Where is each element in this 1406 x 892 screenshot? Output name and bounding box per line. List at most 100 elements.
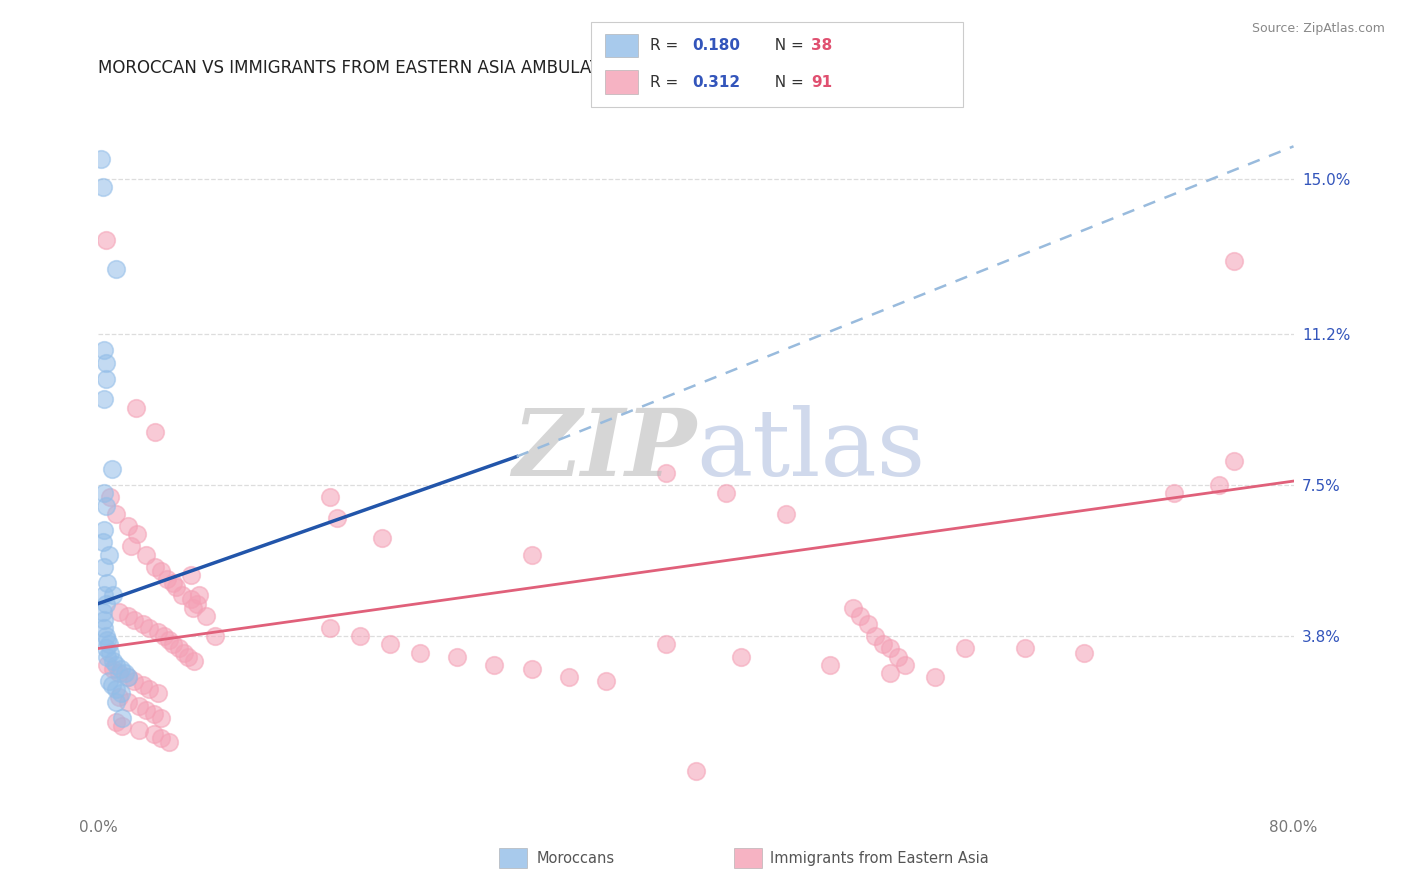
Point xyxy=(150,564,173,578)
Point xyxy=(730,649,752,664)
Point xyxy=(105,714,128,729)
Point xyxy=(157,633,180,648)
Point xyxy=(1163,486,1185,500)
Point xyxy=(105,694,128,708)
Text: 38: 38 xyxy=(811,38,832,53)
Point xyxy=(143,425,166,439)
Point xyxy=(103,654,125,668)
Point xyxy=(1208,478,1230,492)
Point xyxy=(143,559,166,574)
Point xyxy=(96,657,118,672)
Point xyxy=(94,233,117,247)
Point xyxy=(128,698,150,713)
Point xyxy=(685,764,707,778)
Point xyxy=(148,625,170,640)
Point xyxy=(111,711,134,725)
Point xyxy=(714,486,737,500)
Point xyxy=(349,629,371,643)
Point xyxy=(872,637,894,651)
Point xyxy=(132,616,155,631)
Text: 91: 91 xyxy=(811,75,832,89)
Point xyxy=(879,641,901,656)
Point xyxy=(94,629,117,643)
Point xyxy=(127,527,149,541)
Point xyxy=(105,507,128,521)
Point xyxy=(91,605,114,619)
Point xyxy=(142,727,165,741)
Point xyxy=(520,548,543,562)
Point xyxy=(96,576,118,591)
Point xyxy=(93,523,115,537)
Point xyxy=(97,637,120,651)
Point xyxy=(96,633,118,648)
Point xyxy=(842,600,865,615)
Point xyxy=(117,670,139,684)
Point xyxy=(93,588,115,602)
Point xyxy=(195,608,218,623)
Point xyxy=(172,588,194,602)
Point xyxy=(879,665,901,680)
Point xyxy=(105,261,128,276)
Point xyxy=(96,649,118,664)
Point xyxy=(849,608,872,623)
Point xyxy=(101,678,124,692)
Point xyxy=(105,682,128,697)
Point xyxy=(173,646,195,660)
Text: Source: ZipAtlas.com: Source: ZipAtlas.com xyxy=(1251,22,1385,36)
Point xyxy=(94,641,117,656)
Point xyxy=(180,592,202,607)
Text: Moroccans: Moroccans xyxy=(537,851,616,865)
Point xyxy=(655,466,678,480)
Text: Immigrants from Eastern Asia: Immigrants from Eastern Asia xyxy=(770,851,990,865)
Point xyxy=(97,548,120,562)
Text: MOROCCAN VS IMMIGRANTS FROM EASTERN ASIA AMBULATORY DISABILITY CORRELATION CHART: MOROCCAN VS IMMIGRANTS FROM EASTERN ASIA… xyxy=(98,59,915,77)
Point xyxy=(153,629,176,643)
Point xyxy=(94,499,117,513)
Point xyxy=(177,649,200,664)
Point xyxy=(94,597,117,611)
Point xyxy=(150,711,173,725)
Point xyxy=(886,649,908,664)
Point xyxy=(148,686,170,700)
Point xyxy=(132,678,155,692)
Point xyxy=(93,392,115,407)
Point xyxy=(117,670,139,684)
Point xyxy=(93,343,115,358)
Point xyxy=(108,690,131,705)
Point xyxy=(138,621,160,635)
Text: 0.180: 0.180 xyxy=(692,38,740,53)
Point xyxy=(105,657,128,672)
Point xyxy=(117,608,139,623)
Point xyxy=(865,629,887,643)
Point xyxy=(820,657,842,672)
Point xyxy=(326,511,349,525)
Point xyxy=(108,605,131,619)
Point xyxy=(138,682,160,697)
Text: R =: R = xyxy=(650,75,683,89)
Point xyxy=(101,462,124,476)
Point xyxy=(187,588,209,602)
Point xyxy=(157,735,180,749)
Point xyxy=(319,621,342,635)
Text: N =: N = xyxy=(765,38,808,53)
Text: atlas: atlas xyxy=(696,406,925,495)
Point xyxy=(150,731,173,746)
Point xyxy=(93,486,115,500)
Point xyxy=(319,491,342,505)
Point xyxy=(135,548,157,562)
Point xyxy=(110,686,132,700)
Point xyxy=(120,540,142,554)
Point xyxy=(1014,641,1036,656)
Point xyxy=(93,621,115,635)
Point xyxy=(90,152,112,166)
Point xyxy=(856,616,879,631)
Point xyxy=(484,657,506,672)
Point xyxy=(91,180,114,194)
Point xyxy=(167,641,190,656)
Text: 0.312: 0.312 xyxy=(692,75,740,89)
Point xyxy=(124,613,146,627)
Point xyxy=(371,531,394,545)
Point xyxy=(180,568,202,582)
Point xyxy=(953,641,976,656)
Point xyxy=(110,662,132,676)
